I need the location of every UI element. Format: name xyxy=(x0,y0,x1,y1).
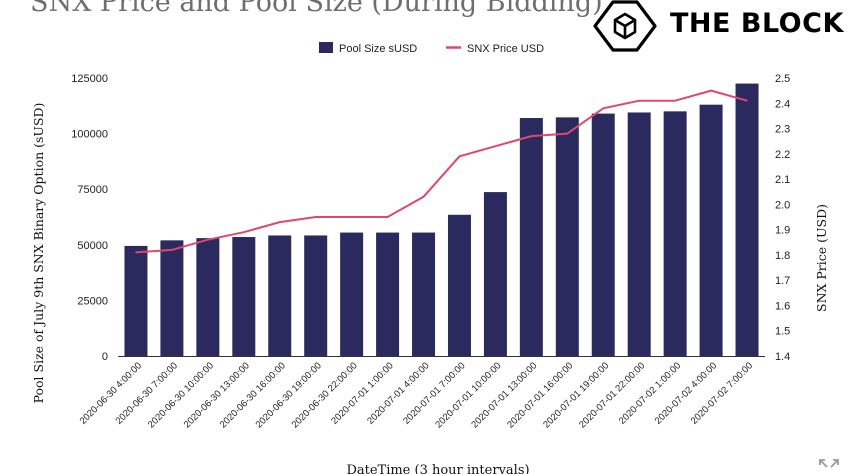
bar xyxy=(196,238,220,356)
bar-series xyxy=(124,83,759,356)
x-tick-label: 2020-07-02 1:00:00 xyxy=(617,360,683,426)
price-point xyxy=(278,221,281,223)
x-tick-label: 2020-07-01 16:00:00 xyxy=(505,360,575,430)
price-point xyxy=(530,135,533,137)
y-right-tick-label: 1.9 xyxy=(775,225,790,237)
y-right-tick-label: 1.5 xyxy=(775,326,790,338)
x-tick-label: 2020-07-01 22:00:00 xyxy=(577,360,647,430)
y-right-tick-label: 1.4 xyxy=(775,351,790,363)
line-series xyxy=(135,89,748,254)
x-tick-label: 2020-06-30 19:00:00 xyxy=(254,360,324,430)
bar xyxy=(304,235,328,356)
price-point xyxy=(422,195,425,198)
price-point xyxy=(386,216,389,218)
y-axis-left-label: Pool Size of July 9th SNX Binary Option … xyxy=(31,103,46,404)
x-tick-label: 2020-07-01 7:00:00 xyxy=(401,360,467,426)
x-axis-label: DateTime (3 hour intervals) xyxy=(346,463,529,474)
y-left-tick-label: 50000 xyxy=(77,240,108,252)
bar xyxy=(447,214,471,356)
x-tick-label: 2020-06-30 13:00:00 xyxy=(182,360,252,430)
x-tick-label: 2020-06-30 16:00:00 xyxy=(218,360,288,430)
price-point xyxy=(674,99,676,102)
x-tick-label: 2020-07-01 1:00:00 xyxy=(329,360,395,426)
x-tick-label: 2020-06-30 7:00:00 xyxy=(114,360,180,426)
y-right-tick-label: 2.3 xyxy=(775,124,790,136)
x-tick-label: 2020-07-01 13:00:00 xyxy=(469,360,539,430)
y-left-tick-label: 75000 xyxy=(77,184,108,196)
bar xyxy=(483,192,507,356)
y-right-tick-label: 2.4 xyxy=(775,98,790,110)
y-axis-right-label: SNX Price (USD) xyxy=(814,204,829,312)
y-right-tick-label: 2.5 xyxy=(775,73,790,85)
bar xyxy=(340,232,364,356)
bar xyxy=(124,245,148,356)
x-tick-label: 2020-07-02 4:00:00 xyxy=(653,360,719,426)
expand-icon[interactable] xyxy=(818,458,840,474)
legend-label-pool-size: Pool Size sUSD xyxy=(339,43,417,55)
bar xyxy=(555,117,579,356)
bar xyxy=(160,240,184,356)
price-point xyxy=(243,231,245,233)
price-point xyxy=(458,155,461,158)
y-left-tick-label: 0 xyxy=(102,351,108,363)
x-tick-label: 2020-07-02 7:00:00 xyxy=(689,360,755,426)
price-point xyxy=(171,249,173,251)
bar xyxy=(663,111,687,356)
bar xyxy=(268,235,292,356)
legend-swatch-pool-size xyxy=(319,42,333,53)
y-left-tick-label: 100000 xyxy=(71,129,108,141)
x-tick-label: 2020-06-30 4:00:00 xyxy=(78,360,144,426)
y-right-tick-label: 2.1 xyxy=(775,174,790,186)
chart-title: SNX Price and Pool Size (During Bidding) xyxy=(30,0,603,18)
x-tick-label: 2020-07-01 4:00:00 xyxy=(365,360,431,426)
price-point xyxy=(207,238,209,241)
bar xyxy=(627,112,651,356)
bar xyxy=(735,83,759,356)
y-left-tick-label: 125000 xyxy=(71,73,108,85)
bar xyxy=(412,232,436,356)
price-point xyxy=(135,251,137,254)
bar xyxy=(232,237,256,356)
brand-name: THE BLOCK xyxy=(670,8,844,39)
price-point xyxy=(494,145,497,148)
y-right-tick-label: 2.0 xyxy=(775,199,790,211)
cube-icon xyxy=(593,0,657,52)
x-tick-label: 2020-06-30 22:00:00 xyxy=(290,360,360,430)
price-point xyxy=(566,132,569,135)
left-axis-ticks: 0 25000 50000 75000 100000 125000 xyxy=(71,73,108,363)
price-point xyxy=(710,89,712,92)
x-tick-label: 2020-06-30 10:00:00 xyxy=(146,360,216,430)
bar xyxy=(376,232,400,356)
y-right-tick-label: 2.2 xyxy=(775,149,790,161)
price-point xyxy=(602,107,605,110)
x-tick-label: 2020-07-01 10:00:00 xyxy=(433,360,503,430)
price-line-path xyxy=(135,89,748,254)
y-right-tick-label: 1.6 xyxy=(775,300,790,312)
legend-label-snx-price: SNX Price USD xyxy=(467,43,544,55)
price-point xyxy=(314,216,317,218)
y-right-tick-label: 1.7 xyxy=(775,275,790,287)
bar xyxy=(591,113,615,356)
bar xyxy=(699,104,723,356)
bar xyxy=(519,118,543,356)
y-left-tick-label: 25000 xyxy=(77,295,108,307)
price-point xyxy=(638,99,640,102)
price-point xyxy=(746,99,748,102)
x-tick-label: 2020-07-01 19:00:00 xyxy=(541,360,611,430)
chart-legend: Pool Size sUSD SNX Price USD xyxy=(319,42,544,55)
right-axis-ticks: 1.4 1.5 1.6 1.7 1.8 1.9 2.0 2.1 2.2 2.3 2.4 2.5 xyxy=(775,73,790,363)
y-right-tick-label: 1.8 xyxy=(775,250,790,262)
price-point xyxy=(350,216,353,218)
